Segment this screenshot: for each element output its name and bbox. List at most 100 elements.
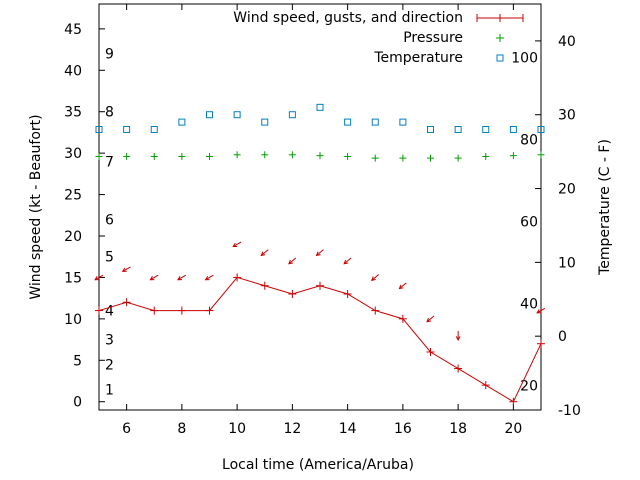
y-tick-label: 25 <box>64 188 82 204</box>
x-tick-label: 12 <box>283 421 301 437</box>
legend-symbol-temperature <box>496 54 504 62</box>
fahrenheit-label: 60 <box>520 214 538 230</box>
legend-symbol-pressure <box>496 34 504 42</box>
fahrenheit-label: 100 <box>511 50 538 66</box>
wind-direction-arrow <box>288 257 297 265</box>
y-tick-label: 20 <box>64 229 82 245</box>
wind-speed-line <box>98 276 542 403</box>
pressure-point <box>95 152 103 160</box>
wind-speed-point <box>398 314 407 323</box>
wind-direction-arrow <box>260 249 269 257</box>
beaufort-label: 2 <box>105 357 114 373</box>
pressure-point <box>454 154 462 162</box>
wind-speed-point <box>205 306 214 315</box>
pressure-point <box>233 151 241 159</box>
x-tick-label: 10 <box>228 421 246 437</box>
x-tick-label: 20 <box>504 421 522 437</box>
temperature-point <box>371 118 379 126</box>
x-tick-label: 16 <box>394 421 412 437</box>
wind-direction-arrow <box>315 249 324 257</box>
y2-tick-label: 30 <box>558 108 576 124</box>
beaufort-label: 4 <box>105 304 114 320</box>
legend-label-wind: Wind speed, gusts, and direction <box>233 10 463 26</box>
temperature-point <box>288 111 296 119</box>
wind-direction-arrow <box>343 257 352 265</box>
x-tick-label: 6 <box>122 421 131 437</box>
wind-speed-point <box>260 281 269 290</box>
wind-direction-arrow <box>426 315 435 323</box>
y2-tick-label: -10 <box>558 403 581 419</box>
temperature-point <box>399 118 407 126</box>
wind-direction-arrow <box>232 241 242 248</box>
wind-direction-arrow <box>204 274 214 281</box>
legend: Wind speed, gusts, and direction Pressur… <box>233 10 524 66</box>
pressure-point <box>482 152 490 160</box>
wind-direction-arrow <box>149 274 159 281</box>
y-tick-label: 0 <box>73 395 82 411</box>
y-tick-label: 10 <box>64 312 82 328</box>
wind-speed-point <box>177 306 186 315</box>
x-tick-label: 14 <box>339 421 357 437</box>
temperature-point <box>95 125 103 133</box>
y-axis-label: Wind speed (kt - Beaufort) <box>28 114 44 299</box>
pressure-point <box>344 152 352 160</box>
beaufort-label: 9 <box>105 47 114 63</box>
y-tick-label: 15 <box>64 270 82 286</box>
temperature-point <box>206 111 213 119</box>
legend-symbol-wind <box>476 14 524 22</box>
y-tick-label: 30 <box>64 146 82 162</box>
pressure-point <box>427 154 434 162</box>
wind-direction-arrow <box>371 274 380 281</box>
y2-axis-label: Temperature (C - F) <box>597 139 613 276</box>
wind-speed-point <box>316 281 324 290</box>
temperature-point <box>123 125 131 133</box>
temperature-point <box>427 125 434 133</box>
y2-tick-label: 0 <box>558 329 567 345</box>
wind-direction-arrow <box>94 274 104 281</box>
beaufort-label: 8 <box>105 105 114 121</box>
beaufort-label: 1 <box>105 382 114 398</box>
temperature-point <box>150 125 158 133</box>
wind-direction-arrow <box>398 282 407 290</box>
wind-speed-point <box>288 290 297 298</box>
wind-direction-arrow <box>177 274 187 281</box>
temperature-point <box>233 111 241 119</box>
pressure-point <box>150 152 158 160</box>
y2-tick-label: 10 <box>558 255 576 271</box>
wind-direction-arrow <box>121 266 131 272</box>
temperature-point <box>509 125 517 133</box>
wind-direction-arrow <box>455 330 461 341</box>
wind-speed-point <box>426 348 435 356</box>
wind-speed-point <box>537 339 545 348</box>
tick-labels: 6 8 10 12 14 16 18 20051015202530354045-1001020… <box>64 22 581 437</box>
wind-speed-point <box>122 298 131 307</box>
beaufort-label: 7 <box>105 154 114 170</box>
x-tick-label: 8 <box>177 421 186 437</box>
wind-direction-arrow <box>536 307 546 314</box>
beaufort-label: 3 <box>105 333 114 349</box>
chart-marks <box>94 103 546 406</box>
fahrenheit-label: 80 <box>520 132 538 148</box>
wind-speed-point <box>454 364 463 373</box>
pressure-point <box>316 152 324 160</box>
temperature-point <box>454 125 462 133</box>
pressure-point <box>399 154 407 162</box>
y2-tick-label: 20 <box>558 182 576 198</box>
fahrenheit-label: 40 <box>520 296 538 312</box>
temperature-point <box>178 118 186 126</box>
y-tick-label: 35 <box>64 105 82 121</box>
temperature-point <box>537 125 545 133</box>
beaufort-label: 5 <box>105 250 114 266</box>
y-tick-label: 5 <box>73 353 82 369</box>
pressure-point <box>206 152 213 160</box>
temperature-point <box>261 118 269 126</box>
fahrenheit-label: 20 <box>520 378 538 394</box>
beaufort-label: 6 <box>105 212 114 228</box>
pressure-point <box>537 151 545 159</box>
y-tick-label: 40 <box>64 63 82 79</box>
y2-tick-label: 40 <box>558 34 576 50</box>
wind-speed-point <box>481 381 490 390</box>
pressure-point <box>371 154 379 162</box>
pressure-point <box>261 151 269 159</box>
